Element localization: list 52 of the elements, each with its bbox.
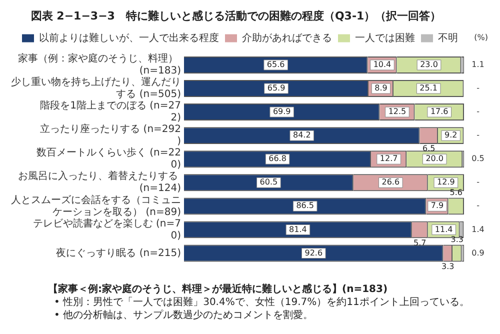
- data-label: 23.0: [420, 60, 438, 70]
- data-label: 65.9: [267, 84, 286, 93]
- data-label: 5.7: [414, 238, 426, 248]
- text: -: [476, 130, 480, 140]
- y-tick-label: お風呂に入ったり、着替えたりする (n=124): [18, 170, 182, 194]
- chart-title: 図表 2−1−3−3 特に難しいと感じる活動での困難の程度（Q3-1）（択一回答）: [30, 9, 442, 22]
- data-label: 10.4: [373, 60, 392, 70]
- text: • 性別：男性で「一人では困難」30.4%で、女性（19.7%）を約11ポイント上回っている。: [54, 296, 470, 309]
- y-tick-label: 夜にぐっすり眠る (n=215): [56, 246, 182, 259]
- data-label: 66.8: [268, 154, 286, 164]
- data-label: 86.5: [296, 201, 314, 210]
- data-label: 1.1: [472, 60, 484, 70]
- data-label: 12.9: [437, 178, 455, 187]
- data-label: 0.9: [472, 248, 484, 258]
- data-label: 12.5: [388, 107, 406, 116]
- data-label: 25.1: [420, 84, 438, 93]
- data-label: 69.9: [272, 107, 291, 116]
- data-label: 92.6: [304, 248, 323, 258]
- text: -: [476, 84, 480, 93]
- y-tick-label: 立ったり座ったりする (n=292): [40, 123, 182, 148]
- y-tick-label: 家事（例：家や庭のそうじ、料理） (n=183): [18, 52, 182, 77]
- data-label: 20.0: [426, 154, 444, 164]
- data-label: 12.7: [380, 154, 398, 164]
- legend-label: 以前よりは難しいが、一人で出来る程度: [39, 32, 219, 44]
- data-label: 26.6: [382, 178, 400, 187]
- data-label: 8.9: [374, 84, 388, 93]
- data-label: 81.4: [289, 224, 307, 234]
- legend-label: 一人では困難: [355, 32, 415, 44]
- data-label: 65.6: [266, 60, 285, 70]
- data-label: 17.6: [430, 107, 448, 116]
- legend-label: 不明: [438, 32, 458, 44]
- data-label: 60.5: [260, 178, 278, 187]
- data-label: 6.5: [422, 144, 436, 154]
- y-tick-label: 階段を1階上までのぼる (n=272): [40, 100, 182, 124]
- data-label: 7.9: [430, 201, 444, 210]
- y-tick-label: テレビや読書などを楽しむ (n=70): [32, 217, 182, 242]
- text: 【家事＜例:家や庭のそうじ、料理＞が最近特に難しいと感じる】(n=183): [48, 282, 389, 296]
- text: • 他の分析軸は、サンプル数過少のためコメントを割愛。: [54, 309, 314, 322]
- text: -: [476, 107, 480, 116]
- data-label: 0.5: [472, 154, 484, 164]
- data-label: 9.2: [444, 130, 458, 140]
- text: (%): [474, 33, 488, 42]
- text: -: [476, 178, 480, 187]
- data-label: 3.3: [442, 262, 454, 271]
- y-tick-label: 数百メートルくらい歩く (n=220): [36, 146, 182, 171]
- y-tick-label: 人とスムーズに会話をする（コミュニケーションを取る） (n=89): [11, 194, 182, 218]
- data-label: 1.4: [472, 224, 484, 234]
- data-label: 11.4: [434, 224, 453, 234]
- data-label: 84.2: [292, 130, 311, 140]
- legend-label: 介助があればできる: [242, 32, 332, 44]
- text: -: [476, 201, 480, 210]
- y-tick-label: 少し重い物を持ち上げたり、運んだりする (n=505): [11, 76, 182, 100]
